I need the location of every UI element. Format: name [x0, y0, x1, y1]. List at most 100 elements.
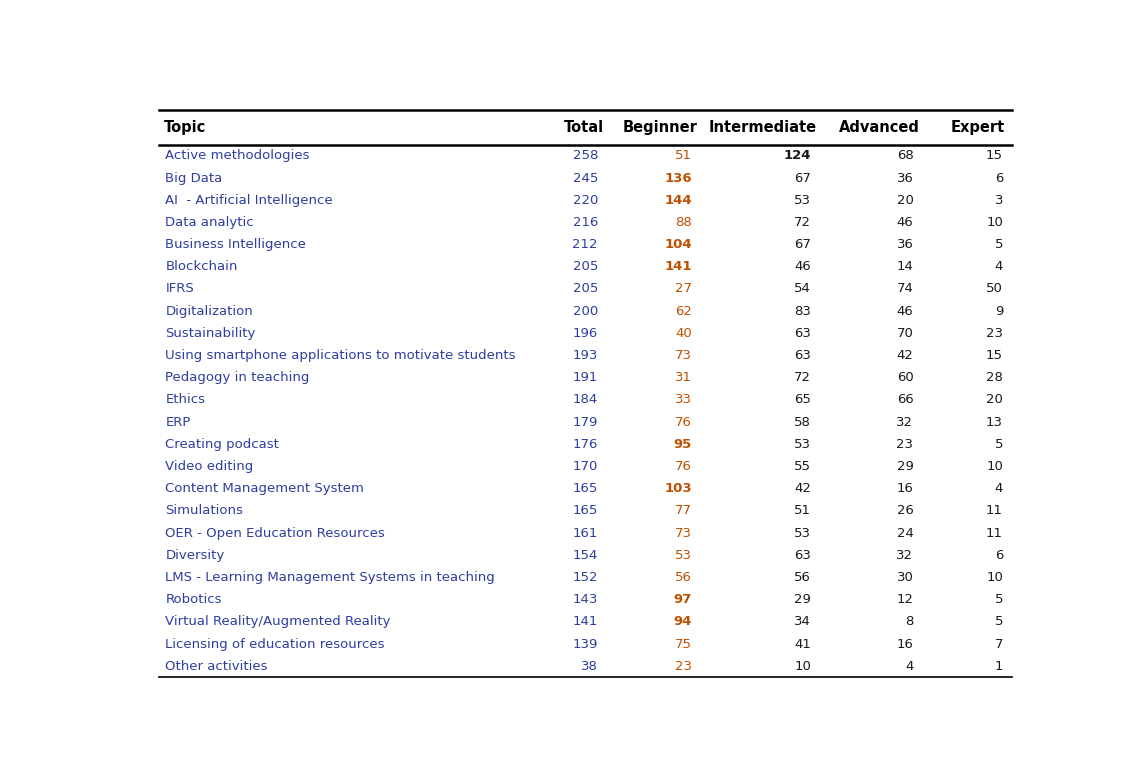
- Text: 154: 154: [573, 549, 598, 562]
- Text: 15: 15: [987, 349, 1002, 362]
- Text: 23: 23: [896, 438, 913, 451]
- Text: Sustainability: Sustainability: [166, 327, 256, 340]
- Text: 13: 13: [987, 416, 1002, 429]
- Text: 95: 95: [674, 438, 692, 451]
- Text: 258: 258: [573, 150, 598, 163]
- Text: Active methodologies: Active methodologies: [166, 150, 310, 163]
- Text: 176: 176: [573, 438, 598, 451]
- Text: 70: 70: [897, 327, 913, 340]
- Text: 216: 216: [573, 216, 598, 229]
- Text: 144: 144: [665, 194, 692, 207]
- Text: 165: 165: [573, 504, 598, 517]
- Text: 170: 170: [573, 460, 598, 473]
- Text: 212: 212: [573, 238, 598, 251]
- Text: 46: 46: [897, 216, 913, 229]
- Text: 104: 104: [665, 238, 692, 251]
- Text: 15: 15: [987, 150, 1002, 163]
- Text: 124: 124: [784, 150, 811, 163]
- Text: 141: 141: [665, 261, 692, 273]
- Text: 75: 75: [675, 638, 692, 651]
- Text: 51: 51: [675, 150, 692, 163]
- Text: LMS - Learning Management Systems in teaching: LMS - Learning Management Systems in tea…: [166, 571, 496, 584]
- Text: Creating podcast: Creating podcast: [166, 438, 279, 451]
- Text: 165: 165: [573, 482, 598, 495]
- Text: Business Intelligence: Business Intelligence: [166, 238, 306, 251]
- Text: 196: 196: [573, 327, 598, 340]
- Text: 12: 12: [896, 593, 913, 606]
- Text: 7: 7: [995, 638, 1002, 651]
- Text: Digitalization: Digitalization: [166, 305, 253, 318]
- Text: 26: 26: [897, 504, 913, 517]
- Text: 29: 29: [897, 460, 913, 473]
- Text: 66: 66: [897, 393, 913, 406]
- Text: 4: 4: [995, 482, 1002, 495]
- Text: 38: 38: [581, 660, 598, 672]
- Text: 4: 4: [995, 261, 1002, 273]
- Text: 88: 88: [675, 216, 692, 229]
- Text: 136: 136: [665, 171, 692, 184]
- Text: 6: 6: [995, 171, 1002, 184]
- Text: 40: 40: [675, 327, 692, 340]
- Text: Ethics: Ethics: [166, 393, 205, 406]
- Text: 72: 72: [794, 216, 811, 229]
- Text: 8: 8: [905, 615, 913, 628]
- Text: Expert: Expert: [950, 120, 1005, 135]
- Text: 67: 67: [794, 238, 811, 251]
- Text: 10: 10: [987, 216, 1002, 229]
- Text: 179: 179: [573, 416, 598, 429]
- Text: 5: 5: [995, 593, 1002, 606]
- Text: Topic: Topic: [163, 120, 206, 135]
- Text: 103: 103: [665, 482, 692, 495]
- Text: 191: 191: [573, 372, 598, 384]
- Text: Licensing of education resources: Licensing of education resources: [166, 638, 384, 651]
- Text: 6: 6: [995, 549, 1002, 562]
- Text: 73: 73: [675, 349, 692, 362]
- Text: 77: 77: [675, 504, 692, 517]
- Text: Using smartphone applications to motivate students: Using smartphone applications to motivat…: [166, 349, 516, 362]
- Text: 34: 34: [794, 615, 811, 628]
- Text: 143: 143: [573, 593, 598, 606]
- Text: 193: 193: [573, 349, 598, 362]
- Text: 51: 51: [794, 504, 811, 517]
- Text: 14: 14: [897, 261, 913, 273]
- Text: 53: 53: [794, 194, 811, 207]
- Text: Diversity: Diversity: [166, 549, 225, 562]
- Text: 74: 74: [897, 282, 913, 295]
- Text: Content Management System: Content Management System: [166, 482, 364, 495]
- Text: 62: 62: [675, 305, 692, 318]
- Text: 5: 5: [995, 438, 1002, 451]
- Text: 67: 67: [794, 171, 811, 184]
- Text: Simulations: Simulations: [166, 504, 244, 517]
- Text: Virtual Reality/Augmented Reality: Virtual Reality/Augmented Reality: [166, 615, 391, 628]
- Text: Advanced: Advanced: [839, 120, 920, 135]
- Text: Intermediate: Intermediate: [709, 120, 818, 135]
- Text: 10: 10: [987, 460, 1002, 473]
- Text: 4: 4: [905, 660, 913, 672]
- Text: 55: 55: [794, 460, 811, 473]
- Text: 5: 5: [995, 615, 1002, 628]
- Text: 53: 53: [794, 527, 811, 540]
- Text: 23: 23: [987, 327, 1002, 340]
- Text: 36: 36: [897, 238, 913, 251]
- Text: Data analytic: Data analytic: [166, 216, 254, 229]
- Text: Robotics: Robotics: [166, 593, 222, 606]
- Text: 11: 11: [987, 504, 1002, 517]
- Text: 16: 16: [897, 638, 913, 651]
- Text: Blockchain: Blockchain: [166, 261, 238, 273]
- Text: 50: 50: [987, 282, 1002, 295]
- Text: 72: 72: [794, 372, 811, 384]
- Text: 63: 63: [794, 327, 811, 340]
- Text: 46: 46: [794, 261, 811, 273]
- Text: 32: 32: [896, 416, 913, 429]
- Text: Big Data: Big Data: [166, 171, 222, 184]
- Text: Beginner: Beginner: [623, 120, 697, 135]
- Text: 20: 20: [897, 194, 913, 207]
- Text: Pedagogy in teaching: Pedagogy in teaching: [166, 372, 310, 384]
- Text: 1: 1: [995, 660, 1002, 672]
- Text: 152: 152: [573, 571, 598, 584]
- Text: 11: 11: [987, 527, 1002, 540]
- Text: 16: 16: [897, 482, 913, 495]
- Text: 205: 205: [573, 282, 598, 295]
- Text: 205: 205: [573, 261, 598, 273]
- Text: 63: 63: [794, 549, 811, 562]
